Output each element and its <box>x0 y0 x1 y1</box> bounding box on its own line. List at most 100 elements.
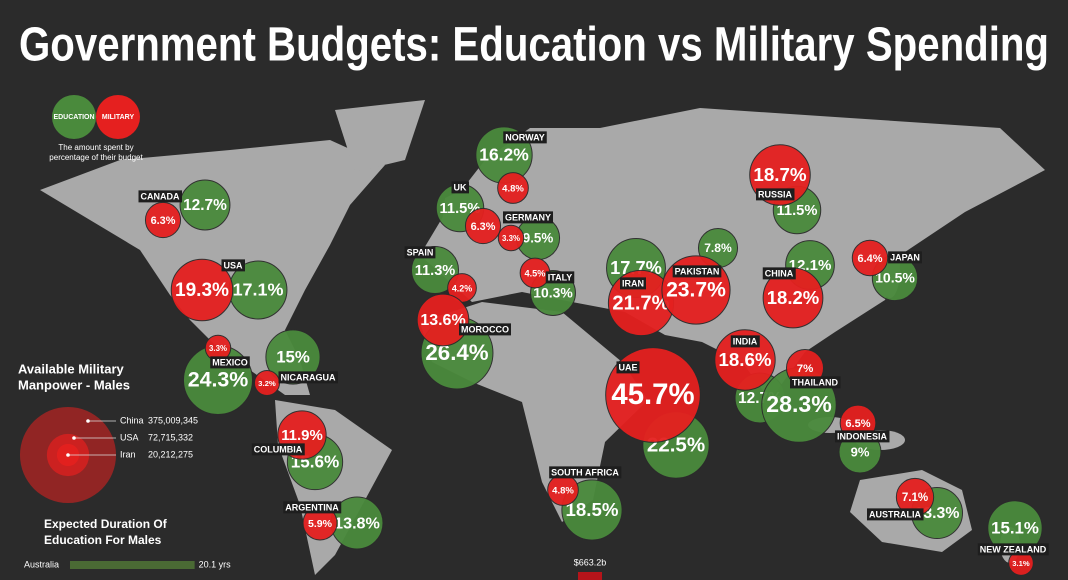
bubble <box>497 172 529 204</box>
bubble-label: 6.3% <box>151 215 176 227</box>
bubble-label: 4.2% <box>452 283 472 293</box>
manpower-value: 72,715,332 <box>148 432 193 442</box>
bubble-label: 15% <box>276 347 310 366</box>
bubble-label: 18.2% <box>767 287 819 308</box>
bubble-label: 24.3% <box>188 368 249 392</box>
bubble-label: 3.2% <box>258 379 276 388</box>
country-label-bg <box>210 356 250 369</box>
bubble-label: 18.7% <box>753 164 806 185</box>
legend-military-swatch <box>96 95 140 139</box>
legend-note: The amount spent by <box>58 143 133 152</box>
country-label: COLUMBIA <box>254 444 303 454</box>
country-label-bg <box>503 131 547 144</box>
manpower-country: China <box>120 415 144 425</box>
bubble <box>265 329 321 385</box>
bubble-label: 11.5% <box>777 203 818 219</box>
bubble-label: 11.9% <box>281 427 323 444</box>
bubble-label: 13.6% <box>420 312 465 329</box>
bubble-label: 3.3% <box>209 344 227 353</box>
duration-bar <box>70 561 195 569</box>
legend: EDUCATION MILITARY The amount spent by p… <box>49 95 143 162</box>
country-label: PAKISTAN <box>675 266 720 276</box>
country-label: SOUTH AFRICA <box>551 467 619 477</box>
manpower-dot <box>86 419 90 423</box>
country-label: NICARAGUA <box>281 372 336 382</box>
manpower-value: 20,212,275 <box>148 449 193 459</box>
country-label-bg <box>549 466 622 479</box>
footer-bar <box>578 572 602 580</box>
manpower-dot <box>66 453 70 457</box>
country-label: ITALY <box>548 272 573 282</box>
country-label-bg <box>545 271 575 284</box>
manpower-country: USA <box>120 432 139 442</box>
bubble <box>714 329 776 391</box>
country-label-bg <box>790 376 841 389</box>
country-label-bg <box>251 443 305 456</box>
country-label: NORWAY <box>505 132 545 142</box>
duration-country: Australia <box>24 559 59 569</box>
bubble-label: 6.3% <box>471 221 496 233</box>
bubble-label: 23.7% <box>666 279 726 302</box>
bubble-label: 10.3% <box>533 285 572 301</box>
country-label-bg <box>502 211 554 224</box>
bubble <box>416 293 470 347</box>
bubble-label: 11.5% <box>440 201 481 217</box>
country-label-bg <box>616 361 640 374</box>
bubble <box>179 179 231 231</box>
country-label: MOROCCO <box>461 324 509 334</box>
bubble-label: 4.8% <box>502 184 524 195</box>
country-label-bg <box>459 323 511 336</box>
bubble-label: 10.5% <box>875 270 915 286</box>
legend-education: EDUCATION <box>53 114 94 121</box>
country-label-bg <box>672 265 722 278</box>
country-label: IRAN <box>622 278 644 288</box>
bubble <box>851 239 889 277</box>
country-label-bg <box>730 335 760 348</box>
bubble-label: 9% <box>851 444 870 459</box>
country-label: JAPAN <box>890 252 920 262</box>
bubble-label: 5.9% <box>308 518 333 530</box>
country-label-bg <box>221 259 245 272</box>
manpower-dot <box>72 436 76 440</box>
bubble-label: 3.1% <box>1012 559 1030 568</box>
bubble-label: 4.8% <box>552 486 574 497</box>
bubble-label: 7.1% <box>902 492 928 504</box>
manpower-title: Manpower - Males <box>18 377 130 392</box>
bubble-label: 28.3% <box>766 391 831 417</box>
country-label: UAE <box>618 362 637 372</box>
bubble-label: 16.2% <box>479 145 529 165</box>
country-label-bg <box>762 267 796 280</box>
manpower-title: Available Military <box>18 361 124 376</box>
bubble-label: 45.7% <box>611 378 694 411</box>
country-label: CHINA <box>765 268 794 278</box>
manpower-country: Iran <box>120 449 136 459</box>
country-label: GERMANY <box>505 212 551 222</box>
country-label: RUSSIA <box>758 189 793 199</box>
country-label: MEXICO <box>212 357 248 367</box>
bubble-label: 21.7% <box>612 292 669 314</box>
bubble-label: 7.8% <box>704 241 732 255</box>
manpower-value: 375,009,345 <box>148 415 198 425</box>
bubble-label: 11.3% <box>415 263 456 279</box>
duration-title: Expected Duration Of <box>44 517 168 531</box>
bubble-label: 7% <box>797 363 814 375</box>
bubble <box>497 224 525 252</box>
bubble <box>170 258 234 322</box>
country-label-bg <box>888 251 922 264</box>
country-label-bg <box>620 277 646 290</box>
country-label: USA <box>223 260 243 270</box>
title: Government Budgets: Education vs Militar… <box>19 19 1049 72</box>
country-label: NEW ZEALAND <box>980 544 1047 554</box>
country-label: CANADA <box>141 191 180 201</box>
country-label-bg <box>867 508 924 521</box>
country-label: UK <box>454 182 467 192</box>
country-label-bg <box>977 543 1049 556</box>
country-label-bg <box>451 181 469 194</box>
bubble-label: 17.1% <box>233 280 284 300</box>
country-label: INDIA <box>733 336 758 346</box>
bubble-label: 6.5% <box>845 418 870 430</box>
country-label-bg <box>834 430 890 443</box>
bubble-label: 18.5% <box>566 499 619 520</box>
country-label: ARGENTINA <box>285 502 339 512</box>
